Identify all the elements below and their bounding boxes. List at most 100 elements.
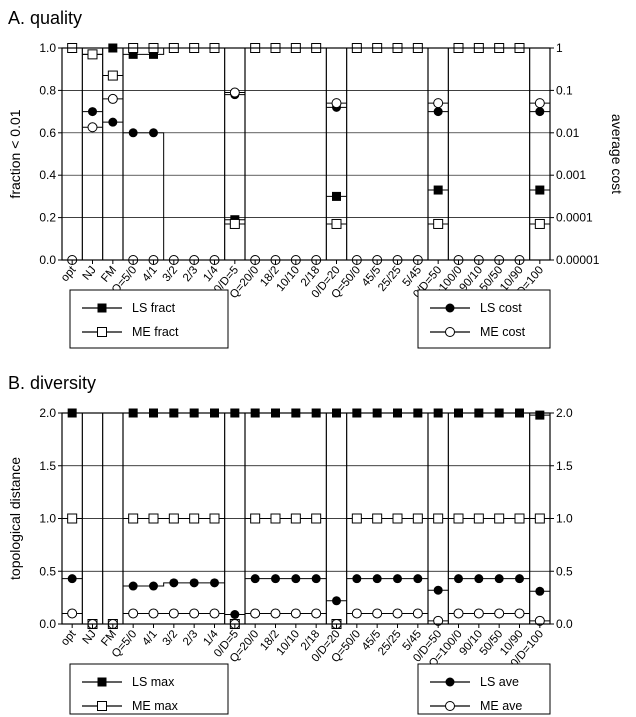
data-point xyxy=(494,513,505,524)
data-point xyxy=(494,574,504,584)
data-point xyxy=(148,608,159,619)
panel-a-y2-axis-label: average cost xyxy=(609,114,625,194)
data-point xyxy=(250,513,261,524)
data-point xyxy=(534,218,545,229)
x-tick-label: 2/3 xyxy=(181,264,200,284)
data-point xyxy=(433,218,444,229)
y-tick-label: 1.0 xyxy=(39,41,56,55)
data-point xyxy=(270,608,281,619)
legend-swatch-marker xyxy=(97,303,107,313)
x-tick-label: 3/2 xyxy=(161,628,180,648)
panel-a-title: A. quality xyxy=(8,8,82,28)
data-point xyxy=(168,608,179,619)
x-tick-label: 3/2 xyxy=(161,264,180,284)
data-point xyxy=(229,218,240,229)
legend-label: LS max xyxy=(132,675,175,689)
x-tick-label: 4/1 xyxy=(140,628,159,648)
data-point xyxy=(534,513,545,524)
data-point xyxy=(393,574,402,584)
panel-b-diversity: B. diversity 0.0 0.5 1.0 1.5 2.0 0.0 0.5 1.0 1.… xyxy=(7,373,573,715)
data-point xyxy=(412,608,423,619)
legend-label: ME cost xyxy=(480,325,526,339)
y-tick-label: 0.0 xyxy=(39,253,56,267)
data-point xyxy=(87,122,98,133)
data-point xyxy=(189,578,199,588)
data-point xyxy=(291,574,301,584)
data-point xyxy=(230,610,240,620)
y-tick-label: 2.0 xyxy=(39,406,56,420)
data-point xyxy=(392,513,403,524)
x-tick-label: 25/25 xyxy=(376,628,404,658)
legend-label: ME fract xyxy=(132,325,179,339)
data-point xyxy=(270,513,281,524)
data-point xyxy=(412,513,423,524)
data-point xyxy=(413,574,423,584)
series-step-line xyxy=(123,132,225,261)
y-tick-label: 0.5 xyxy=(39,564,56,578)
legend-swatch-marker xyxy=(97,677,107,687)
data-point xyxy=(433,585,443,595)
y-tick-label: 1.5 xyxy=(39,459,56,473)
panel-b-y-axis-label: topological distance xyxy=(7,457,23,580)
data-point xyxy=(332,596,341,606)
data-point xyxy=(128,128,138,138)
data-point xyxy=(473,513,484,524)
data-point xyxy=(149,49,158,59)
data-point xyxy=(454,574,463,584)
data-point xyxy=(271,574,280,584)
data-point xyxy=(514,513,525,524)
y2-tick-label: 0.001 xyxy=(556,168,586,182)
data-point xyxy=(311,513,322,524)
data-point xyxy=(474,574,484,584)
data-point xyxy=(107,70,118,81)
y2-tick-label: 0.0001 xyxy=(556,211,593,225)
legend-box xyxy=(69,289,229,349)
y2-tick-label: 0.01 xyxy=(556,126,580,140)
y-tick-label: 0.4 xyxy=(39,168,56,182)
y2-tick-label: 0.1 xyxy=(556,83,573,97)
data-point xyxy=(331,218,342,229)
x-tick-label: opt xyxy=(59,264,79,285)
data-point xyxy=(494,608,505,619)
data-point xyxy=(311,574,321,584)
panel-a-plot-frame xyxy=(61,47,551,261)
x-tick-label: 25/25 xyxy=(376,264,404,294)
y-tick-label: 0.8 xyxy=(39,83,56,97)
y2-tick-label: 0.0 xyxy=(556,617,573,631)
data-point xyxy=(535,586,545,596)
data-point xyxy=(331,98,342,109)
data-point xyxy=(128,49,138,59)
legend-label: ME ave xyxy=(480,699,522,713)
x-tick-label: 10/10 xyxy=(274,628,302,658)
panel-a-quality: A. quality 0.0 0.2 0.4 0.6 0.8 1.0 0.00001 0.0… xyxy=(7,8,625,349)
data-point xyxy=(351,608,362,619)
data-point xyxy=(473,608,484,619)
data-point xyxy=(351,513,362,524)
data-point xyxy=(67,608,78,619)
data-point xyxy=(149,128,158,138)
data-point xyxy=(128,581,138,591)
y2-tick-label: 1 xyxy=(556,41,563,55)
y-tick-label: 0.6 xyxy=(39,126,56,140)
data-point xyxy=(149,581,158,591)
legend-swatch-marker xyxy=(97,327,107,337)
data-point xyxy=(128,513,139,524)
legend-label: LS fract xyxy=(132,301,176,315)
legend-label: LS ave xyxy=(480,675,519,689)
data-point xyxy=(535,185,545,195)
panel-b-title: B. diversity xyxy=(8,373,96,393)
data-point xyxy=(67,574,77,584)
x-tick-label: NJ xyxy=(81,628,99,646)
series-step-line xyxy=(123,582,225,587)
data-point xyxy=(372,513,383,524)
data-point xyxy=(169,578,179,588)
data-point xyxy=(433,107,443,117)
data-point xyxy=(128,608,139,619)
legend-label: LS cost xyxy=(480,301,522,315)
data-point xyxy=(148,513,159,524)
y2-tick-label: 0.00001 xyxy=(556,253,600,267)
data-point xyxy=(250,608,261,619)
data-point xyxy=(108,117,118,127)
x-tick-label: 4/1 xyxy=(140,264,159,284)
